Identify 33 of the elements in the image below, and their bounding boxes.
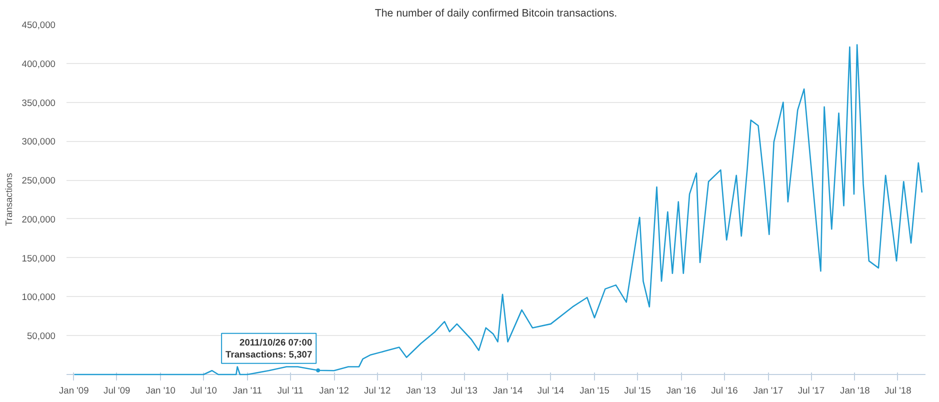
y-tick-label: 200,000 [22, 214, 56, 224]
x-tick-label: Jan '11 [232, 386, 262, 396]
x-tick-label: Jan '18 [840, 386, 870, 396]
y-tick-label: 300,000 [22, 136, 56, 147]
x-tick-label: Jan '13 [406, 386, 436, 396]
x-tick-label: Jul '13 [450, 386, 478, 396]
x-tick-label: Jul '10 [190, 386, 217, 396]
x-tick-label: Jul '15 [624, 386, 651, 396]
x-tick-label: Jan '12 [319, 386, 349, 396]
chart-title: The number of daily confirmed Bitcoin transactions. [374, 8, 618, 20]
x-tick-label: Jan '09 [58, 386, 89, 396]
y-tick-label: 100,000 [22, 292, 56, 302]
x-tick-label: Jan '15 [580, 386, 610, 396]
line-series [74, 44, 923, 376]
x-tick-label: Jul '14 [537, 386, 564, 396]
y-axis-title: Transactions [4, 172, 14, 226]
x-tick-label: Jan '10 [146, 386, 176, 396]
x-tick-label: Jul '11 [277, 386, 304, 396]
y-tick-label: 450,000 [22, 20, 56, 30]
x-tick-label: Jul '17 [798, 386, 825, 396]
y-tick-label: 400,000 [22, 58, 56, 69]
x-tick-label: Jul '12 [364, 386, 391, 396]
x-tick-label: Jan '14 [492, 386, 523, 396]
y-tick-label: 150,000 [22, 253, 56, 264]
x-tick-label: Jul '16 [711, 386, 738, 396]
x-tick-label: Jan '17 [753, 386, 784, 396]
y-tick-label: 250,000 [22, 176, 56, 186]
y-tick-label: 350,000 [22, 98, 56, 108]
annotation: 2011/10/26 07:00 Transactions: 5,307 [226, 337, 312, 360]
x-tick-label: Jan '16 [666, 386, 696, 396]
x-tick-label: Jul '18 [884, 386, 912, 396]
x-tick-label: Jul '09 [104, 386, 130, 396]
y-tick-label: 50,000 [26, 331, 56, 342]
